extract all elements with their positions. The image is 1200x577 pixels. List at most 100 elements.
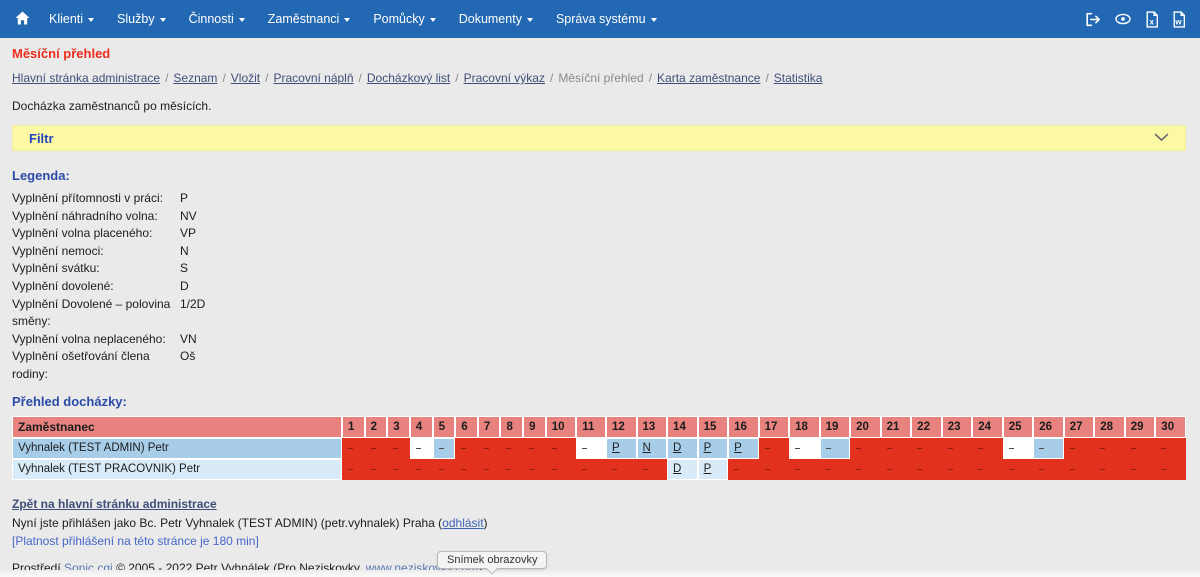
attendance-day-cell[interactable] xyxy=(364,437,388,459)
eye-icon[interactable] xyxy=(1114,11,1132,27)
logout-icon[interactable] xyxy=(1084,11,1101,28)
attendance-day-cell[interactable] xyxy=(1094,437,1125,459)
attendance-day-cell[interactable] xyxy=(758,458,790,480)
attendance-day-cell[interactable] xyxy=(455,437,478,459)
attendance-day-cell[interactable] xyxy=(477,458,501,480)
attendance-day-cell[interactable] xyxy=(500,437,524,459)
attendance-day-cell[interactable] xyxy=(850,458,881,480)
attendance-day-cell[interactable] xyxy=(880,437,912,459)
attendance-day-cell[interactable] xyxy=(1033,437,1064,459)
login-status-suffix: ) xyxy=(483,515,488,530)
attendance-day-cell[interactable] xyxy=(545,437,577,459)
attendance-day-cell[interactable] xyxy=(819,458,851,480)
attendance-day-cell[interactable] xyxy=(576,458,607,480)
export-excel-icon[interactable]: x xyxy=(1145,10,1159,28)
attendance-day-cell[interactable] xyxy=(1094,458,1125,480)
legend-item-code: Oš xyxy=(180,349,196,364)
attendance-day-cell[interactable]: D xyxy=(667,458,698,480)
breadcrumb-item-1[interactable]: Seznam xyxy=(173,71,218,85)
attendance-day-cell[interactable] xyxy=(409,437,433,459)
attendance-day-cell[interactable] xyxy=(636,458,668,480)
attendance-value-link[interactable]: P xyxy=(612,442,620,455)
legend-item-label: Vyplnění svátku: xyxy=(12,261,100,276)
attendance-day-cell[interactable]: D xyxy=(667,437,698,459)
attendance-day-cell[interactable] xyxy=(409,458,433,480)
empty-cell-dash xyxy=(1161,468,1167,470)
breadcrumb-item-3[interactable]: Pracovní náplň xyxy=(273,71,354,85)
breadcrumb-item-5[interactable]: Pracovní výkaz xyxy=(463,71,545,85)
day-column-header: 27 xyxy=(1063,415,1095,438)
attendance-value-link[interactable]: D xyxy=(673,463,682,476)
logout-link[interactable]: odhlásit xyxy=(442,515,484,530)
attendance-day-cell[interactable] xyxy=(850,437,881,459)
filter-bar[interactable]: Filtr xyxy=(12,125,1186,151)
attendance-day-cell[interactable] xyxy=(1002,437,1034,459)
attendance-day-cell[interactable] xyxy=(1063,458,1095,480)
home-button[interactable] xyxy=(14,10,31,29)
attendance-day-cell[interactable] xyxy=(941,458,973,480)
breadcrumb-item-8[interactable]: Statistika xyxy=(773,71,823,85)
attendance-day-cell[interactable] xyxy=(972,437,1003,459)
attendance-day-cell[interactable] xyxy=(455,458,478,480)
attendance-day-cell[interactable] xyxy=(545,458,577,480)
nav-item-1[interactable]: Služby xyxy=(117,12,166,26)
attendance-day-cell[interactable] xyxy=(1063,437,1095,459)
attendance-value-link[interactable]: P xyxy=(703,463,712,476)
attendance-day-cell[interactable] xyxy=(523,437,546,459)
attendance-day-cell[interactable] xyxy=(789,458,820,480)
attendance-day-cell[interactable] xyxy=(576,437,607,459)
export-word-icon[interactable]: w xyxy=(1172,10,1186,28)
nav-item-6[interactable]: Správa systému xyxy=(556,12,657,26)
attendance-day-cell[interactable] xyxy=(911,458,942,480)
attendance-day-cell[interactable] xyxy=(606,458,637,480)
attendance-day-cell[interactable] xyxy=(364,458,388,480)
attendance-day-cell[interactable] xyxy=(500,458,524,480)
attendance-day-cell[interactable] xyxy=(911,437,942,459)
attendance-day-cell[interactable] xyxy=(819,437,851,459)
attendance-day-cell[interactable] xyxy=(477,437,501,459)
attendance-day-cell[interactable]: N xyxy=(636,437,668,459)
attendance-value-link[interactable]: P xyxy=(734,442,742,455)
attendance-day-cell[interactable] xyxy=(432,437,456,459)
attendance-day-cell[interactable]: P xyxy=(697,458,729,480)
attendance-day-cell[interactable] xyxy=(387,458,410,480)
attendance-day-cell[interactable] xyxy=(728,458,759,480)
back-to-admin-link[interactable]: Zpět na hlavní stránku administrace xyxy=(12,496,217,511)
attendance-day-cell[interactable] xyxy=(972,458,1003,480)
attendance-day-cell[interactable] xyxy=(1124,437,1156,459)
nav-item-0[interactable]: Klienti xyxy=(49,12,95,26)
attendance-day-cell[interactable] xyxy=(1155,437,1186,459)
attendance-day-cell[interactable]: P xyxy=(697,437,729,459)
day-column-header: 20 xyxy=(850,415,881,438)
attendance-day-cell[interactable] xyxy=(941,437,973,459)
breadcrumb-item-2[interactable]: Vložit xyxy=(230,71,261,85)
breadcrumb-item-7[interactable]: Karta zaměstnance xyxy=(657,71,761,85)
attendance-day-cell[interactable]: P xyxy=(728,437,759,459)
nav-item-4[interactable]: Pomůcky xyxy=(373,12,436,26)
empty-cell-dash xyxy=(393,468,399,470)
attendance-day-cell[interactable] xyxy=(880,458,912,480)
attendance-day-cell[interactable] xyxy=(758,437,790,459)
attendance-day-cell[interactable] xyxy=(1155,458,1186,480)
nav-item-3[interactable]: Zaměstnanci xyxy=(268,12,351,26)
empty-cell-dash xyxy=(795,447,801,449)
attendance-day-cell[interactable] xyxy=(342,458,365,480)
breadcrumb-item-0[interactable]: Hlavní stránka administrace xyxy=(12,71,161,85)
attendance-day-cell[interactable] xyxy=(1033,458,1064,480)
attendance-day-cell[interactable] xyxy=(1002,458,1034,480)
empty-cell-dash xyxy=(795,468,801,470)
attendance-value-link[interactable]: P xyxy=(703,442,712,455)
attendance-day-cell[interactable] xyxy=(387,437,410,459)
nav-item-5[interactable]: Dokumenty xyxy=(459,12,533,26)
attendance-day-cell[interactable] xyxy=(342,437,365,459)
breadcrumb-item-4[interactable]: Docházkový list xyxy=(366,71,451,85)
attendance-day-cell[interactable] xyxy=(789,437,820,459)
empty-cell-dash xyxy=(582,468,588,470)
attendance-value-link[interactable]: N xyxy=(642,442,651,455)
attendance-value-link[interactable]: D xyxy=(673,442,682,455)
attendance-day-cell[interactable] xyxy=(523,458,546,480)
attendance-day-cell[interactable] xyxy=(432,458,456,480)
attendance-day-cell[interactable]: P xyxy=(606,437,637,459)
attendance-day-cell[interactable] xyxy=(1124,458,1156,480)
nav-item-2[interactable]: Činnosti xyxy=(189,12,245,26)
